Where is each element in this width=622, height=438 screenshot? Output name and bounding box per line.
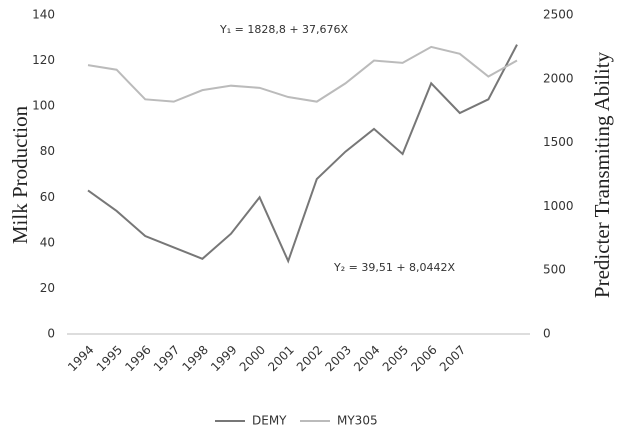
x-tick-label: 2003 xyxy=(322,343,353,374)
y-tick-label: 100 xyxy=(32,99,55,113)
series-line xyxy=(87,45,518,103)
x-tick-label: 1996 xyxy=(122,343,153,374)
y2-tick-label: 500 xyxy=(543,263,566,277)
y-tick-label: 0 xyxy=(47,327,55,341)
legend-label: DEMY xyxy=(252,414,287,428)
x-tick-label: 1995 xyxy=(94,343,125,374)
y2-tick-label: 2500 xyxy=(543,8,574,22)
y2-axis-title: Predicter Transmiting Ability xyxy=(590,51,614,298)
y2-tick-label: 1500 xyxy=(543,135,574,149)
y-axis-title: Milk Production xyxy=(8,105,32,244)
series-line xyxy=(87,44,518,264)
x-tick-label: 2005 xyxy=(380,343,411,374)
y-tick-label: 80 xyxy=(40,144,55,158)
x-tick-label: 1999 xyxy=(208,343,239,374)
y2-tick-label: 0 xyxy=(543,327,551,341)
x-tick-label: 1998 xyxy=(179,343,210,374)
y2-tick-label: 2000 xyxy=(543,71,574,85)
x-tick-label: 2007 xyxy=(437,343,468,374)
x-tick-label: 2001 xyxy=(265,343,296,374)
x-tick-label: 2004 xyxy=(351,343,382,374)
x-tick-label: 1994 xyxy=(65,343,96,374)
annotation: Y₁ = 1828,8 + 37,676X xyxy=(219,23,349,36)
y-tick-label: 140 xyxy=(32,8,55,22)
y-tick-label: 20 xyxy=(40,281,55,295)
x-tick-label: 2006 xyxy=(408,343,439,374)
y-tick-label: 40 xyxy=(40,235,55,249)
y-tick-label: 120 xyxy=(32,53,55,67)
y-tick-label: 60 xyxy=(40,190,55,204)
x-tick-label: 2002 xyxy=(294,343,325,374)
y2-tick-label: 1000 xyxy=(543,199,574,213)
x-tick-label: 1997 xyxy=(151,343,182,374)
legend-label: MY305 xyxy=(337,414,378,428)
x-tick-label: 2000 xyxy=(237,343,268,374)
annotation: Y₂ = 39,51 + 8,0442X xyxy=(333,261,456,274)
